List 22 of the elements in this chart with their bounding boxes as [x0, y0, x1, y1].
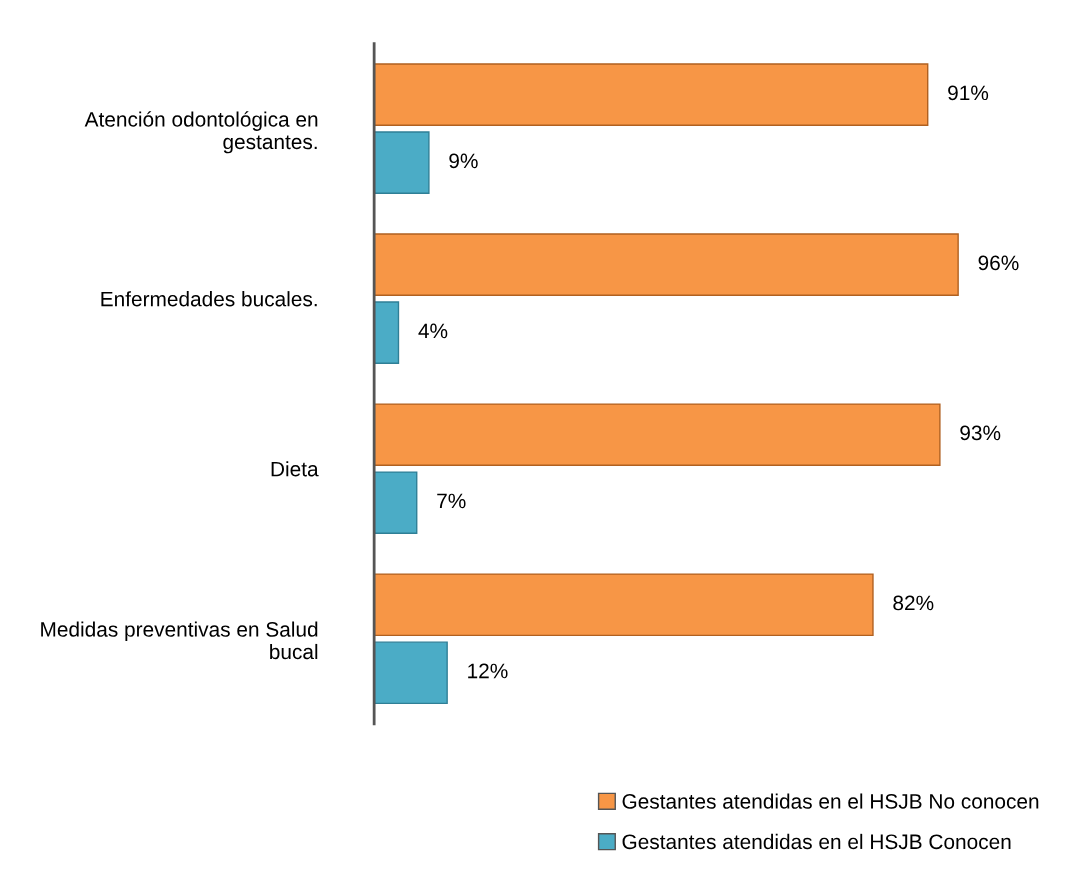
bar	[374, 301, 400, 364]
y-tick-label: Enfermedades bucales.	[101, 291, 317, 307]
data-label: 4%	[418, 323, 448, 339]
bar	[374, 63, 929, 126]
legend-label: Gestantes atendidas en el HSJB No conocen	[622, 793, 1039, 809]
bar	[374, 131, 430, 194]
data-label: 82%	[893, 595, 934, 611]
bar	[374, 233, 959, 296]
y-tick-label: Atención odontológica en gestantes.	[84, 111, 318, 154]
data-label: 12%	[468, 663, 508, 679]
bar	[374, 471, 418, 535]
data-label: 9%	[449, 153, 478, 169]
y-tick-label: Dieta	[271, 461, 319, 477]
bar	[374, 641, 448, 705]
bar	[374, 403, 941, 466]
data-label: 91%	[948, 85, 989, 101]
data-label: 96%	[978, 255, 1019, 271]
bar	[374, 573, 874, 637]
data-label: 7%	[437, 493, 466, 509]
y-tick-label: Medidas preventivas en Salud bucal	[41, 621, 318, 660]
data-label: 93%	[960, 425, 1001, 441]
legend-label: Gestantes atendidas en el HSJB Conocen	[622, 833, 1011, 850]
